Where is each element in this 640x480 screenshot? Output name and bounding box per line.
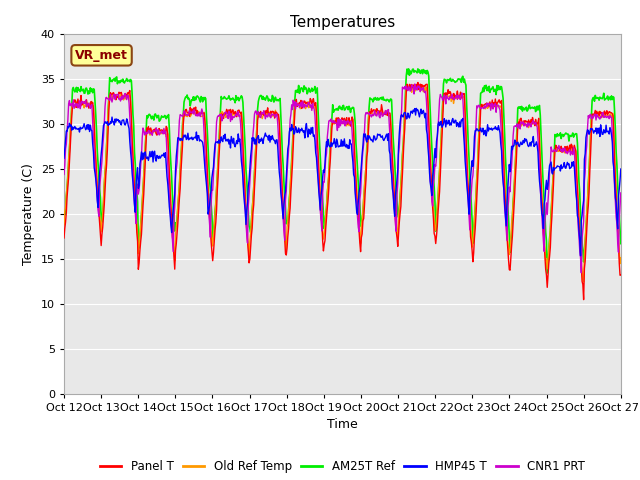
- Old Ref Temp: [127, 117, 135, 123]
- Panel T: [410, 82, 418, 87]
- AM25T Ref: [70, 87, 78, 93]
- AM25T Ref: [127, 78, 135, 84]
- Panel T: [184, 110, 192, 116]
- CNR1 PRT: [60, 171, 68, 177]
- AM25T Ref: [617, 241, 625, 247]
- Old Ref Temp: [414, 82, 422, 87]
- Old Ref Temp: [580, 279, 588, 285]
- Old Ref Temp: [410, 86, 418, 92]
- CNR1 PRT: [428, 182, 435, 188]
- CNR1 PRT: [617, 190, 625, 196]
- AM25T Ref: [414, 66, 422, 72]
- AM25T Ref: [214, 174, 221, 180]
- HMP45 T: [617, 166, 625, 172]
- HMP45 T: [127, 157, 135, 163]
- Line: AM25T Ref: AM25T Ref: [64, 69, 621, 273]
- Panel T: [214, 187, 221, 193]
- Panel T: [70, 99, 78, 105]
- CNR1 PRT: [214, 114, 221, 120]
- HMP45 T: [577, 253, 584, 259]
- Legend: Panel T, Old Ref Temp, AM25T Ref, HMP45 T, CNR1 PRT: Panel T, Old Ref Temp, AM25T Ref, HMP45 …: [95, 455, 589, 478]
- Line: CNR1 PRT: CNR1 PRT: [64, 84, 621, 273]
- Line: Old Ref Temp: Old Ref Temp: [64, 84, 621, 282]
- AM25T Ref: [410, 69, 418, 75]
- Panel T: [414, 80, 422, 85]
- CNR1 PRT: [410, 91, 418, 97]
- CNR1 PRT: [70, 106, 78, 111]
- HMP45 T: [184, 131, 192, 136]
- HMP45 T: [214, 139, 221, 144]
- Old Ref Temp: [214, 171, 221, 177]
- CNR1 PRT: [184, 113, 192, 119]
- Old Ref Temp: [70, 103, 78, 108]
- Panel T: [428, 174, 435, 180]
- HMP45 T: [428, 186, 435, 192]
- Text: VR_met: VR_met: [75, 49, 128, 62]
- AM25T Ref: [60, 206, 68, 212]
- HMP45 T: [70, 125, 78, 131]
- Y-axis label: Temperature (C): Temperature (C): [22, 163, 35, 264]
- CNR1 PRT: [411, 81, 419, 87]
- Line: Panel T: Panel T: [64, 83, 621, 300]
- HMP45 T: [60, 156, 68, 161]
- HMP45 T: [410, 108, 418, 114]
- CNR1 PRT: [577, 270, 585, 276]
- HMP45 T: [413, 106, 420, 111]
- Panel T: [580, 297, 588, 302]
- Old Ref Temp: [617, 255, 625, 261]
- AM25T Ref: [428, 129, 435, 135]
- AM25T Ref: [184, 96, 192, 102]
- Panel T: [617, 272, 625, 278]
- Old Ref Temp: [60, 222, 68, 228]
- Line: HMP45 T: HMP45 T: [64, 108, 621, 256]
- Panel T: [127, 116, 135, 122]
- Old Ref Temp: [184, 111, 192, 117]
- X-axis label: Time: Time: [327, 418, 358, 431]
- CNR1 PRT: [127, 146, 135, 152]
- Panel T: [60, 235, 68, 241]
- Title: Temperatures: Temperatures: [290, 15, 395, 30]
- Old Ref Temp: [428, 170, 435, 176]
- AM25T Ref: [543, 270, 551, 276]
